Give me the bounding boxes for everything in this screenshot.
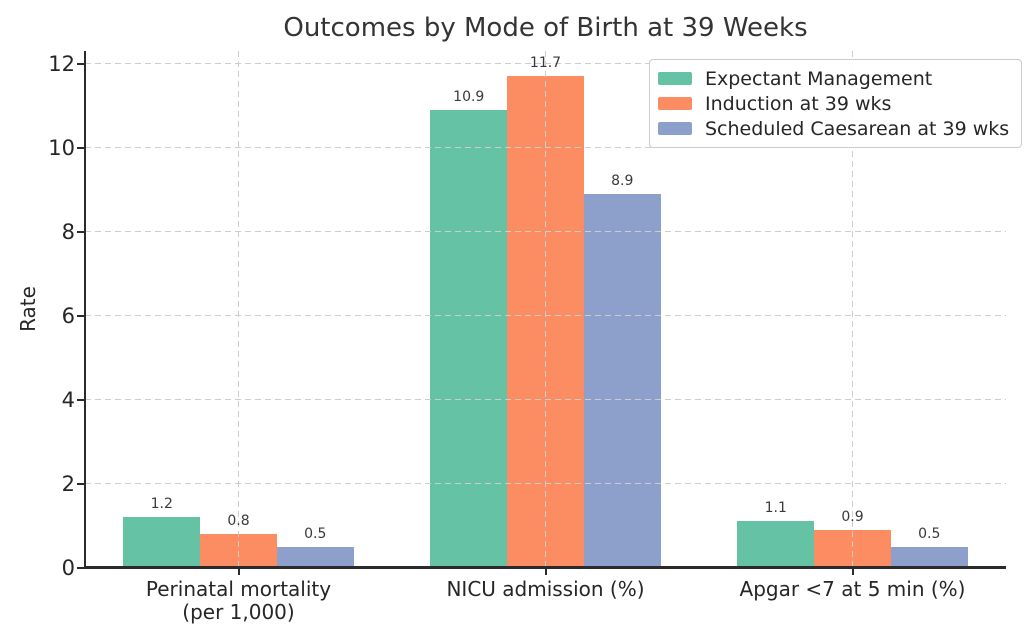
y-tick-label: 2 [61, 471, 75, 496]
y-tick-label: 4 [61, 387, 75, 412]
legend-label: Induction at 39 wks [705, 92, 892, 115]
bar [737, 521, 815, 568]
bar-value-label: 11.7 [529, 55, 562, 72]
x-gridline [852, 51, 853, 568]
bar [890, 546, 968, 568]
x-axis-spine [84, 566, 1006, 569]
y-tick-mark [77, 566, 84, 569]
legend-swatch-icon [658, 97, 692, 110]
legend-swatch-icon [658, 122, 692, 135]
bar [123, 517, 201, 568]
x-tick-label: NICU admission (%) [446, 577, 645, 601]
x-gridline [238, 51, 239, 568]
legend-swatch-icon [658, 72, 692, 85]
legend-item: Induction at 39 wks [658, 91, 1009, 116]
x-gridline [545, 51, 546, 568]
bar-value-label: 0.5 [304, 525, 327, 542]
bar-value-label: 8.9 [611, 172, 634, 189]
y-tick-mark [77, 482, 84, 485]
y-tick-label: 10 [48, 135, 75, 160]
bar-value-label: 1.2 [150, 496, 173, 513]
x-tick-mark [237, 568, 240, 575]
y-tick-label: 8 [61, 219, 75, 244]
legend-label: Scheduled Caesarean at 39 wks [705, 117, 1010, 140]
y-tick-mark [77, 146, 84, 149]
bar-value-label: 1.1 [764, 500, 787, 517]
y-tick-label: 6 [61, 303, 75, 328]
bar [430, 109, 508, 568]
x-tick-mark [544, 568, 547, 575]
y-axis-spine [84, 51, 86, 569]
legend-item: Scheduled Caesarean at 39 wks [658, 116, 1009, 141]
y-tick-label: 0 [61, 555, 75, 580]
y-tick-label: 12 [48, 51, 75, 76]
y-tick-mark [77, 398, 84, 401]
y-tick-mark [77, 230, 84, 233]
legend-label: Expectant Management [705, 67, 933, 90]
bar [583, 193, 661, 568]
bar-value-label: 0.9 [841, 508, 864, 525]
y-tick-mark [77, 62, 84, 65]
bar-value-label: 10.9 [453, 88, 485, 105]
x-tick-mark [851, 568, 854, 575]
x-tick-label: Apgar <7 at 5 min (%) [739, 577, 966, 601]
bar-value-label: 0.5 [918, 525, 941, 542]
legend: Expectant Management Induction at 39 wks S… [649, 59, 1023, 148]
y-tick-mark [77, 314, 84, 317]
legend-item: Expectant Management [658, 66, 1009, 91]
bar [276, 546, 354, 568]
chart-title: Outcomes by Mode of Birth at 39 Weeks [283, 13, 808, 43]
x-tick-label: Perinatal mortality (per 1,000) [145, 577, 332, 624]
bar-value-label: 0.8 [227, 512, 250, 529]
